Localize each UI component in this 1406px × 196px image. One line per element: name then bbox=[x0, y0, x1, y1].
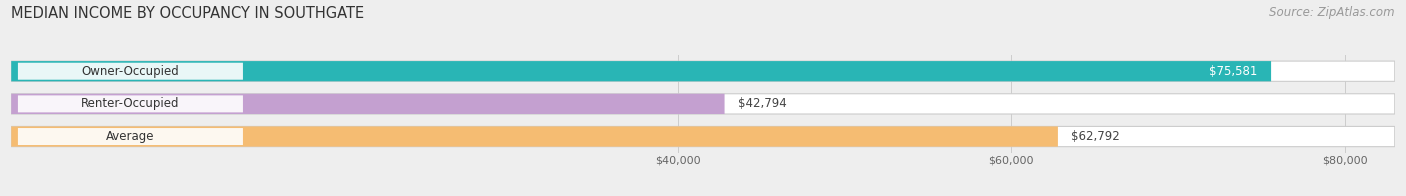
FancyBboxPatch shape bbox=[18, 128, 243, 145]
Text: MEDIAN INCOME BY OCCUPANCY IN SOUTHGATE: MEDIAN INCOME BY OCCUPANCY IN SOUTHGATE bbox=[11, 6, 364, 21]
Text: Average: Average bbox=[107, 130, 155, 143]
FancyBboxPatch shape bbox=[11, 61, 1395, 81]
FancyBboxPatch shape bbox=[11, 94, 724, 114]
Text: Source: ZipAtlas.com: Source: ZipAtlas.com bbox=[1270, 6, 1395, 19]
FancyBboxPatch shape bbox=[11, 61, 1271, 81]
Text: $75,581: $75,581 bbox=[1209, 65, 1258, 78]
FancyBboxPatch shape bbox=[18, 63, 243, 80]
FancyBboxPatch shape bbox=[18, 95, 243, 112]
Text: Owner-Occupied: Owner-Occupied bbox=[82, 65, 180, 78]
FancyBboxPatch shape bbox=[11, 126, 1395, 147]
FancyBboxPatch shape bbox=[11, 94, 1395, 114]
FancyBboxPatch shape bbox=[11, 126, 1057, 147]
Text: $42,794: $42,794 bbox=[738, 97, 786, 110]
Text: $62,792: $62,792 bbox=[1071, 130, 1121, 143]
Text: Renter-Occupied: Renter-Occupied bbox=[82, 97, 180, 110]
